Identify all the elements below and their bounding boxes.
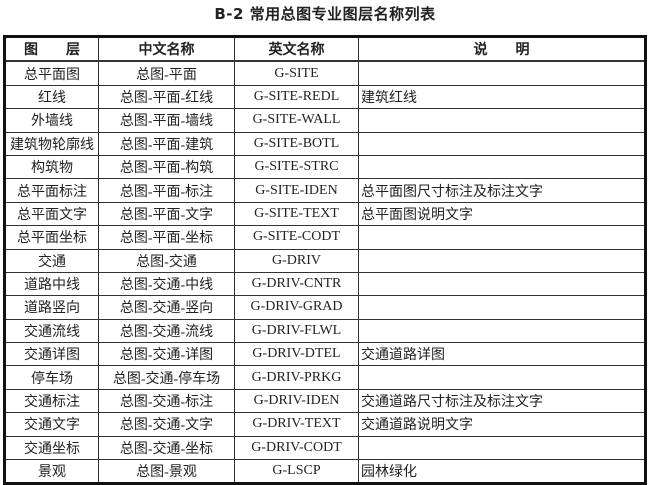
chinese-name-cell: 总图-交通 [98,248,235,273]
description-cell [358,295,646,320]
english-name-cell: G-DRIV-DTEL [234,342,359,367]
table-row: 交通详图 总图-交通-详图 G-DRIV-DTEL 交通道路详图 [4,342,646,367]
chinese-name-cell: 总图-平面-标注 [98,178,235,203]
description-cell [358,318,646,344]
layer-cell: 交通 [4,248,99,273]
english-name-cell: G-DRIV-CNTR [234,271,359,297]
layer-cell: 景观 [4,459,99,485]
table-row: 道路竖向 总图-交通-竖向 G-DRIV-GRAD [4,295,646,320]
chinese-name-cell: 总图-交通-标注 [98,388,235,414]
layer-cell: 构筑物 [4,154,99,180]
english-name-cell: G-SITE [234,60,359,86]
english-name-cell: G-SITE-TEXT [234,201,359,227]
layer-cell: 停车场 [4,365,99,390]
chinese-name-cell: 总图-平面 [98,60,235,86]
layer-cell: 总平面坐标 [4,225,99,250]
table-row: 外墙线 总图-平面-墙线 G-SITE-WALL [4,108,646,133]
chinese-name-cell: 总图-交通-停车场 [98,365,235,390]
description-cell [358,131,646,156]
table-row: 构筑物 总图-平面-构筑 G-SITE-STRC [4,154,646,180]
chinese-name-cell: 总图-平面-构筑 [98,154,235,180]
description-cell: 交通道路尺寸标注及标注文字 [358,388,646,414]
description-cell [358,60,646,86]
description-cell [358,225,646,250]
english-name-cell: G-DRIV-TEXT [234,412,359,437]
chinese-name-cell: 总图-平面-坐标 [98,225,235,250]
chinese-name-cell: 总图-交通-详图 [98,342,235,367]
description-cell: 建筑红线 [358,84,646,110]
table-row: 交通流线 总图-交通-流线 G-DRIV-FLWL [4,318,646,344]
layer-cell: 总平面图 [4,60,99,86]
english-name-cell: G-DRIV-FLWL [234,318,359,344]
table-row: 总平面标注 总图-平面-标注 G-SITE-IDEN 总平面图尺寸标注及标注文字 [4,178,646,203]
layer-cell: 总平面标注 [4,178,99,203]
layer-cell: 红线 [4,84,99,110]
english-name-cell: G-SITE-CODT [234,225,359,250]
chinese-name-cell: 总图-平面-红线 [98,84,235,110]
description-cell: 总平面图尺寸标注及标注文字 [358,178,646,203]
description-cell [358,154,646,180]
english-name-cell: G-SITE-BOTL [234,131,359,156]
table-row: 交通文字 总图-交通-文字 G-DRIV-TEXT 交通道路说明文字 [4,412,646,437]
english-name-cell: G-DRIV-CODT [234,435,359,461]
layer-cell: 建筑物轮廓线 [4,131,99,156]
description-cell: 总平面图说明文字 [358,201,646,227]
english-name-cell: G-SITE-WALL [234,108,359,133]
layer-cell: 交通流线 [4,318,99,344]
table-row: 总平面图 总图-平面 G-SITE [4,60,646,86]
table-row: 停车场 总图-交通-停车场 G-DRIV-PRKG [4,365,646,390]
english-name-cell: G-DRIV-PRKG [234,365,359,390]
layer-cell: 总平面文字 [4,201,99,227]
layer-cell: 交通文字 [4,412,99,437]
layer-cell: 交通详图 [4,342,99,367]
description-cell [358,271,646,297]
chinese-name-cell: 总图-交通-文字 [98,412,235,437]
chinese-name-cell: 总图-交通-中线 [98,271,235,297]
header-chinese-name: 中文名称 [98,36,235,63]
table-row: 建筑物轮廓线 总图-平面-建筑 G-SITE-BOTL [4,131,646,156]
description-cell: 交通道路详图 [358,342,646,367]
table-row: 景观 总图-景观 G-LSCP 园林绿化 [4,459,646,485]
description-cell [358,365,646,390]
layer-cell: 交通坐标 [4,435,99,461]
chinese-name-cell: 总图-平面-建筑 [98,131,235,156]
description-cell: 园林绿化 [358,459,646,485]
description-cell: 交通道路说明文字 [358,412,646,437]
english-name-cell: G-DRIV-GRAD [234,295,359,320]
layer-name-table: 图 层 中文名称 英文名称 说 明 总平面图 总图-平面 G-SITE 红线 总图-平面… [3,35,647,485]
table-row: 总平面文字 总图-平面-文字 G-SITE-TEXT 总平面图说明文字 [4,201,646,227]
english-name-cell: G-LSCP [234,459,359,485]
chinese-name-cell: 总图-交通-流线 [98,318,235,344]
english-name-cell: G-SITE-REDL [234,84,359,110]
table-row: 红线 总图-平面-红线 G-SITE-REDL 建筑红线 [4,84,646,110]
english-name-cell: G-SITE-IDEN [234,178,359,203]
table-row: 道路中线 总图-交通-中线 G-DRIV-CNTR [4,271,646,297]
layer-cell: 交通标注 [4,388,99,414]
header-description: 说 明 [358,36,646,63]
table-row: 交通坐标 总图-交通-坐标 G-DRIV-CODT [4,435,646,461]
table-row: 交通标注 总图-交通-标注 G-DRIV-IDEN 交通道路尺寸标注及标注文字 [4,388,646,414]
layer-cell: 道路中线 [4,271,99,297]
chinese-name-cell: 总图-交通-竖向 [98,295,235,320]
description-cell [358,108,646,133]
chinese-name-cell: 总图-景观 [98,459,235,485]
chinese-name-cell: 总图-平面-墙线 [98,108,235,133]
table-row: 交通 总图-交通 G-DRIV [4,248,646,273]
description-cell [358,248,646,273]
description-cell [358,435,646,461]
chinese-name-cell: 总图-平面-文字 [98,201,235,227]
header-layer: 图 层 [4,36,99,63]
layer-cell: 道路竖向 [4,295,99,320]
layer-cell: 外墙线 [4,108,99,133]
header-english-name: 英文名称 [234,36,359,63]
english-name-cell: G-DRIV-IDEN [234,388,359,414]
table-row: 总平面坐标 总图-平面-坐标 G-SITE-CODT [4,225,646,250]
english-name-cell: G-SITE-STRC [234,154,359,180]
header-row: 图 层 中文名称 英文名称 说 明 [4,36,646,63]
english-name-cell: G-DRIV [234,248,359,273]
chinese-name-cell: 总图-交通-坐标 [98,435,235,461]
table-title: B-2 常用总图专业图层名称列表 [214,5,436,23]
